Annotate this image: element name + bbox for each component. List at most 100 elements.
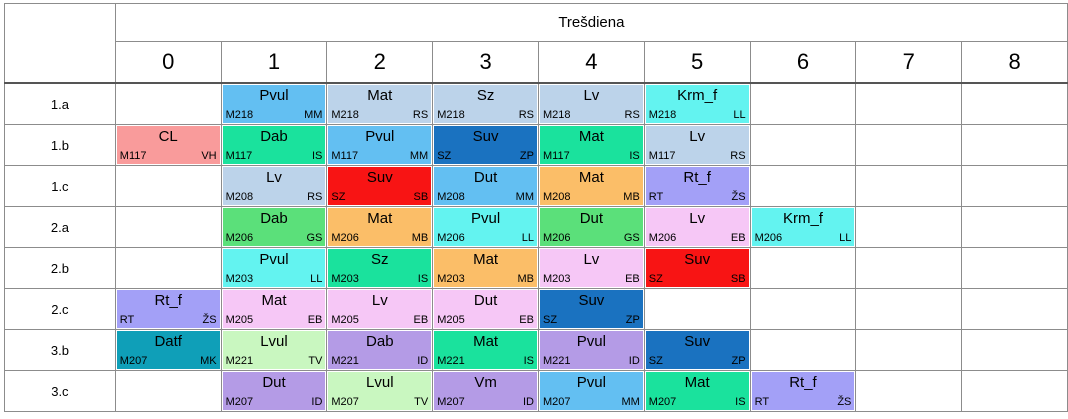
lesson-block[interactable]: Suv SZ ZP: [434, 126, 537, 164]
lesson-cell[interactable]: Pvul M218 MM: [220, 82, 328, 125]
lesson-block[interactable]: Pvul M221 ID: [539, 331, 643, 369]
lesson-subject: Pvul: [259, 87, 289, 104]
lesson-cell[interactable]: Lvul M207 TV: [326, 370, 434, 412]
lesson-block[interactable]: Dab M221 ID: [328, 331, 432, 369]
lesson-cell[interactable]: Mat M218 RS: [326, 82, 434, 125]
class-label: 3.b: [4, 329, 116, 371]
lesson-block[interactable]: Suv SZ SB: [328, 167, 432, 205]
lesson-cell[interactable]: Suv SZ SB: [326, 165, 434, 207]
lesson-block[interactable]: Pvul M206 LL: [434, 208, 537, 246]
lesson-cell[interactable]: Pvul M203 LL: [220, 247, 328, 289]
lesson-cell[interactable]: Rt_f RT ŽS: [749, 370, 857, 412]
lesson-block[interactable]: Suv SZ SB: [645, 249, 749, 287]
lesson-cell[interactable]: Sz M203 IS: [326, 247, 434, 289]
lesson-cell[interactable]: Krm_f M218 LL: [643, 82, 751, 125]
lesson-block[interactable]: Dut M207 ID: [222, 372, 326, 410]
lesson-cell[interactable]: Lv M208 RS: [220, 165, 328, 207]
lesson-cell[interactable]: Dut M206 GS: [537, 206, 645, 248]
lesson-block[interactable]: Sz M218 RS: [434, 85, 537, 123]
lesson-room: M117: [331, 150, 359, 162]
lesson-subject: Lv: [266, 169, 282, 186]
lesson-block[interactable]: Krm_f M206 LL: [751, 208, 855, 246]
lesson-block[interactable]: Suv SZ ZP: [539, 290, 643, 328]
lesson-cell[interactable]: Lvul M221 TV: [220, 329, 328, 371]
lesson-cell[interactable]: Dut M205 EB: [432, 288, 539, 330]
lesson-cell[interactable]: Mat M205 EB: [220, 288, 328, 330]
lesson-cell[interactable]: Lv M203 EB: [537, 247, 645, 289]
lesson-teacher: MM: [304, 109, 323, 121]
lesson-cell[interactable]: Dab M221 ID: [326, 329, 434, 371]
lesson-room: M218: [331, 109, 359, 121]
lesson-block[interactable]: Mat M221 IS: [434, 331, 537, 369]
lesson-block[interactable]: Rt_f RT ŽS: [645, 167, 749, 205]
lesson-block[interactable]: Vm M207 ID: [434, 372, 537, 410]
lesson-block[interactable]: Datf M207 MK: [116, 331, 220, 369]
lesson-cell[interactable]: Rt_f RT ŽS: [643, 165, 751, 207]
lesson-cell[interactable]: Mat M208 MB: [537, 165, 645, 207]
lesson-block[interactable]: Dut M208 MM: [434, 167, 537, 205]
lesson-block[interactable]: Rt_f RT ŽS: [751, 372, 855, 410]
lesson-cell[interactable]: CL M117 VH: [114, 124, 222, 166]
lesson-block[interactable]: Lv M218 RS: [539, 85, 643, 123]
lesson-block[interactable]: Dut M206 GS: [539, 208, 643, 246]
lesson-block[interactable]: Pvul M203 LL: [222, 249, 326, 287]
lesson-block[interactable]: Mat M207 IS: [645, 372, 749, 410]
lesson-cell[interactable]: Mat M117 IS: [537, 124, 645, 166]
lesson-cell[interactable]: Lv M205 EB: [326, 288, 434, 330]
lesson-block[interactable]: Dab M117 IS: [222, 126, 326, 164]
lesson-cell[interactable]: Pvul M207 MM: [537, 370, 645, 412]
lesson-block[interactable]: Lv M205 EB: [328, 290, 432, 328]
lesson-room: M218: [437, 109, 465, 121]
lesson-cell[interactable]: Lv M206 EB: [643, 206, 751, 248]
lesson-block[interactable]: Lv M206 EB: [645, 208, 749, 246]
lesson-block[interactable]: Lv M117 RS: [645, 126, 749, 164]
lesson-cell[interactable]: Dut M207 ID: [220, 370, 328, 412]
lesson-block[interactable]: Dut M205 EB: [434, 290, 537, 328]
lesson-block[interactable]: Sz M203 IS: [328, 249, 432, 287]
empty-cell: [855, 82, 963, 125]
lesson-cell[interactable]: Dut M208 MM: [432, 165, 539, 207]
lesson-block[interactable]: Mat M208 MB: [539, 167, 643, 205]
lesson-block[interactable]: Krm_f M218 LL: [645, 85, 749, 123]
class-label: 1.b: [4, 124, 116, 166]
lesson-cell[interactable]: Mat M207 IS: [643, 370, 751, 412]
lesson-cell[interactable]: Dab M206 GS: [220, 206, 328, 248]
lesson-cell[interactable]: Mat M221 IS: [432, 329, 539, 371]
lesson-block[interactable]: Mat M117 IS: [539, 126, 643, 164]
lesson-block[interactable]: Mat M205 EB: [222, 290, 326, 328]
lesson-block[interactable]: Suv SZ ZP: [645, 331, 749, 369]
lesson-cell[interactable]: Krm_f M206 LL: [749, 206, 857, 248]
lesson-cell[interactable]: Lv M117 RS: [643, 124, 751, 166]
lesson-cell[interactable]: Lv M218 RS: [537, 82, 645, 125]
lesson-room: M207: [331, 396, 359, 408]
lesson-block[interactable]: Pvul M117 MM: [328, 126, 432, 164]
lesson-block[interactable]: Dab M206 GS: [222, 208, 326, 246]
lesson-cell[interactable]: Mat M203 MB: [432, 247, 539, 289]
lesson-cell[interactable]: Rt_f RT ŽS: [114, 288, 222, 330]
lesson-block[interactable]: CL M117 VH: [116, 126, 220, 164]
lesson-block[interactable]: Pvul M207 MM: [539, 372, 643, 410]
lesson-cell[interactable]: Datf M207 MK: [114, 329, 222, 371]
lesson-block[interactable]: Mat M218 RS: [328, 85, 432, 123]
lesson-block[interactable]: Lvul M221 TV: [222, 331, 326, 369]
lesson-block[interactable]: Lv M208 RS: [222, 167, 326, 205]
lesson-room: M207: [542, 396, 571, 408]
lesson-cell[interactable]: Dab M117 IS: [220, 124, 328, 166]
lesson-cell[interactable]: Vm M207 ID: [432, 370, 539, 412]
lesson-block[interactable]: Pvul M218 MM: [222, 85, 326, 123]
lesson-subject: Lv: [371, 292, 388, 309]
lesson-block[interactable]: Mat M206 MB: [328, 208, 432, 246]
lesson-block[interactable]: Lv M203 EB: [539, 249, 643, 287]
lesson-cell[interactable]: Pvul M221 ID: [537, 329, 645, 371]
lesson-cell[interactable]: Suv SZ ZP: [432, 124, 539, 166]
lesson-block[interactable]: Mat M203 MB: [434, 249, 537, 287]
lesson-cell[interactable]: Mat M206 MB: [326, 206, 434, 248]
lesson-cell[interactable]: Sz M218 RS: [432, 82, 539, 125]
lesson-block[interactable]: Rt_f RT ŽS: [116, 290, 220, 328]
lesson-cell[interactable]: Suv SZ ZP: [537, 288, 645, 330]
lesson-block[interactable]: Lvul M207 TV: [328, 372, 432, 410]
lesson-cell[interactable]: Pvul M206 LL: [432, 206, 539, 248]
lesson-cell[interactable]: Suv SZ ZP: [643, 329, 751, 371]
lesson-cell[interactable]: Pvul M117 MM: [326, 124, 434, 166]
lesson-cell[interactable]: Suv SZ SB: [643, 247, 751, 289]
